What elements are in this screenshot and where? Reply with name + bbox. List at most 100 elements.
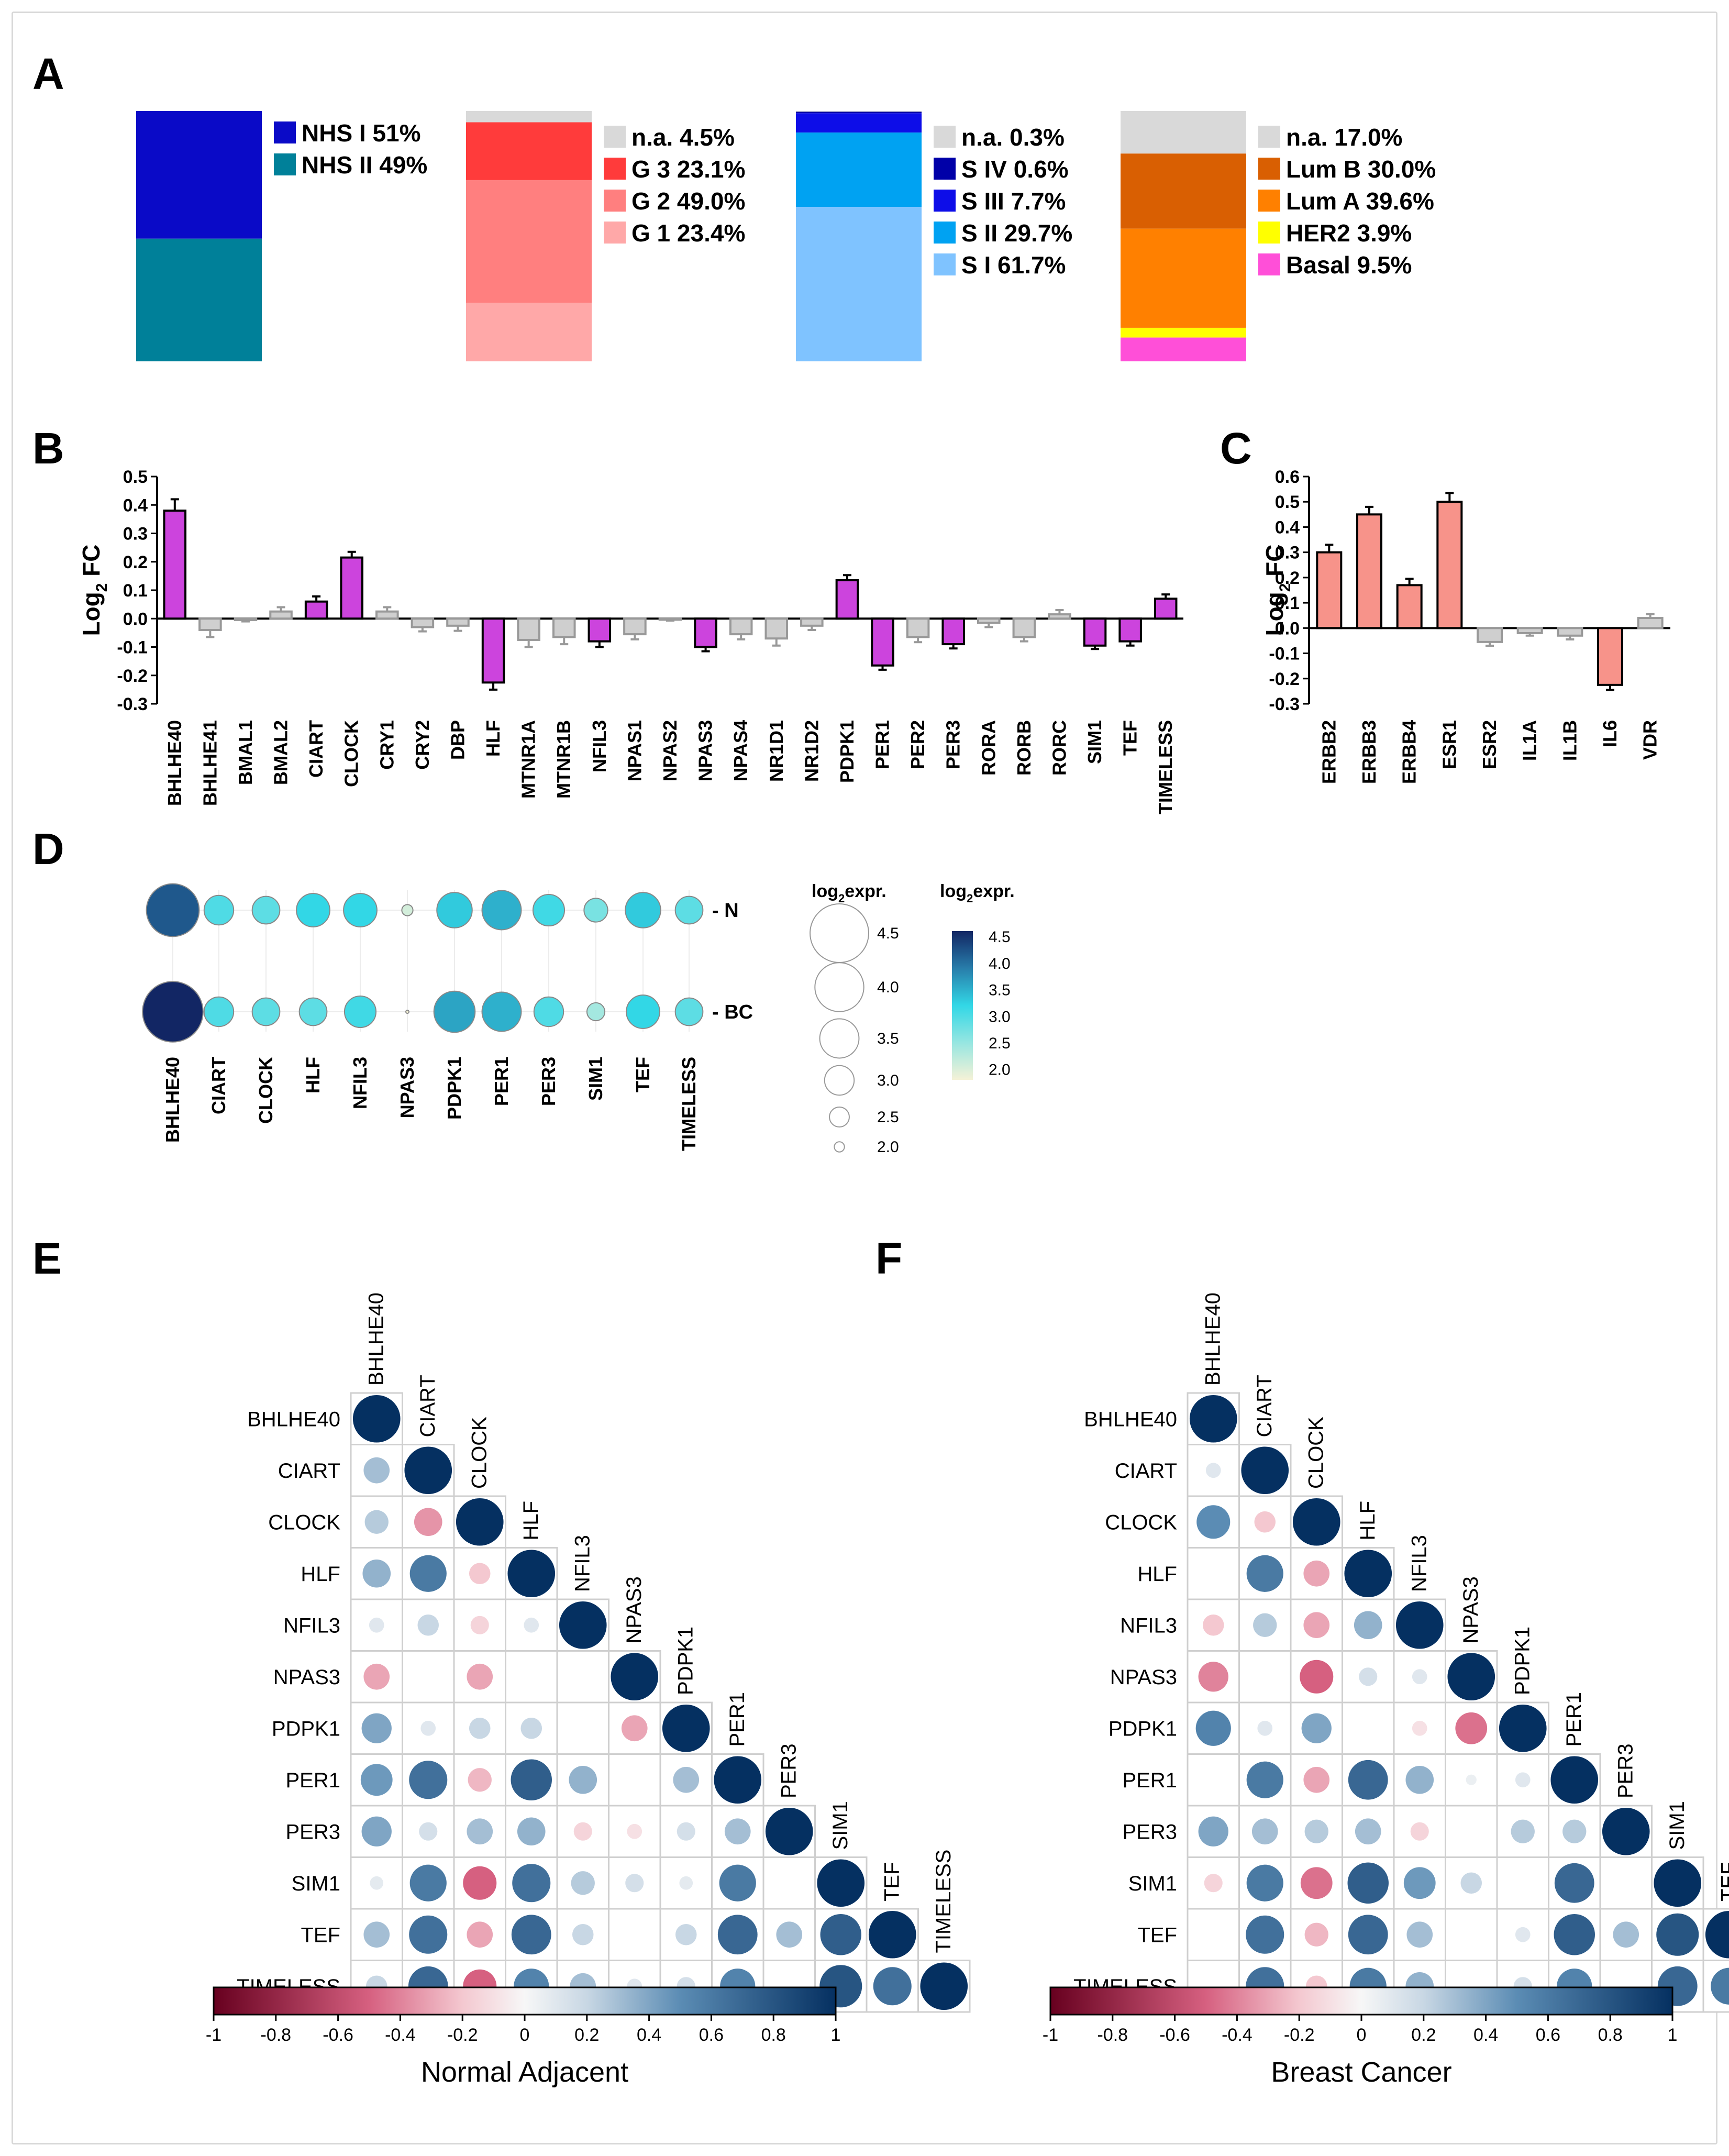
- color-legend-title-main: log: [940, 881, 967, 901]
- stack-segment: [796, 207, 922, 361]
- stack-segment: [796, 112, 922, 114]
- legend-label: S I 61.7%: [961, 251, 1066, 279]
- corr-circle: [719, 1864, 756, 1901]
- row-gene-label: TEF: [1137, 1923, 1177, 1947]
- bar: [1637, 617, 1664, 629]
- bar: [1083, 617, 1107, 647]
- row-gene-label: PER3: [1123, 1820, 1178, 1843]
- corr-circle: [611, 1653, 659, 1701]
- corr-circle: [677, 1822, 695, 1841]
- corr-circle: [920, 1962, 968, 2010]
- y-tick-label: 0.0: [123, 609, 148, 629]
- size-legend-circle: [824, 1065, 855, 1096]
- col-gene-label: SIM1: [1666, 1801, 1689, 1850]
- size-legend-label: 2.0: [877, 1138, 899, 1156]
- corr-circle: [524, 1617, 539, 1633]
- corr-circle: [1499, 1704, 1547, 1752]
- y-axis-title-sub: 2: [93, 583, 110, 592]
- dot: [481, 890, 522, 931]
- corr-circle: [1303, 1560, 1330, 1587]
- corr-cell: [556, 1701, 609, 1755]
- stack-segment: [466, 122, 592, 180]
- color-legend-label: 2.0: [989, 1062, 1011, 1079]
- corr-circle: [714, 1756, 762, 1804]
- legend-swatch: [1258, 222, 1280, 244]
- bar: [1477, 627, 1503, 643]
- corr-circle: [559, 1601, 607, 1649]
- corr-circle: [463, 1866, 497, 1900]
- color-legend-label: 2.5: [989, 1035, 1011, 1052]
- colorbar-tick-label: 0.6: [1536, 2025, 1560, 2045]
- corr-circle: [1246, 1555, 1283, 1592]
- row-label: - N: [712, 900, 739, 922]
- stack-segment: [1121, 228, 1246, 328]
- gene-label: BHLHE40: [162, 1057, 183, 1143]
- corr-grid: [350, 1392, 971, 2013]
- x-tick-label: NPAS2: [659, 720, 681, 781]
- corr-circle: [1195, 1710, 1231, 1746]
- x-tick-label: CLOCK: [341, 720, 362, 787]
- legend-label: G 3 23.1%: [631, 156, 745, 183]
- x-tick-label: IL6: [1599, 720, 1621, 747]
- corr-circle: [409, 1555, 447, 1592]
- corr-circle: [469, 1717, 491, 1739]
- dot: [674, 895, 704, 925]
- size-legend-circle: [829, 1107, 850, 1127]
- corr-circle: [868, 1910, 916, 1959]
- y-axis-title-main: Log: [77, 592, 105, 636]
- y-tick-label: -0.2: [1269, 669, 1300, 689]
- x-tick-label: BMAL1: [235, 720, 256, 785]
- x-tick-label: ESR2: [1479, 720, 1500, 769]
- x-tick-label: NPAS1: [624, 720, 645, 781]
- row-gene-label: CIART: [278, 1460, 340, 1483]
- corr-cell: [608, 1908, 661, 1961]
- legend-label: n.a. 0.3%: [961, 124, 1065, 151]
- row-gene-label: PDPK1: [1109, 1717, 1177, 1740]
- corr-circle: [1300, 1660, 1334, 1694]
- corr-cell: [1599, 1856, 1653, 1910]
- row-gene-label: NFIL3: [1120, 1614, 1177, 1637]
- legend-swatch: [604, 190, 626, 212]
- corr-circle: [627, 1823, 642, 1839]
- dot: [674, 997, 704, 1026]
- col-gene-label: NPAS3: [1459, 1576, 1482, 1643]
- color-legend-title-sub: 2: [967, 892, 973, 905]
- corr-circle: [1511, 1819, 1535, 1843]
- corr-circle: [1455, 1712, 1488, 1744]
- gene-label: CLOCK: [255, 1057, 276, 1124]
- corr-circle: [1344, 1550, 1392, 1598]
- corr-circle: [662, 1704, 710, 1752]
- x-tick-label: CRY2: [412, 720, 433, 770]
- heatmap-title: Breast Cancer: [1271, 2057, 1451, 2088]
- row-gene-label: PDPK1: [272, 1717, 340, 1740]
- y-tick-label: 0.6: [1275, 467, 1300, 487]
- corr-circle: [1554, 1863, 1594, 1903]
- stack-segment: [796, 132, 922, 207]
- corr-circle: [467, 1663, 493, 1690]
- x-tick-label: BHLHE40: [164, 720, 185, 806]
- x-tick-label: RORA: [978, 720, 999, 776]
- corr-circle: [1654, 1859, 1702, 1907]
- corr-circle: [467, 1921, 493, 1948]
- corr-grid: [1187, 1392, 1729, 2013]
- col-gene-label: PDPK1: [674, 1627, 697, 1695]
- color-legend-label: 3.5: [989, 982, 1011, 999]
- gene-label: NFIL3: [349, 1057, 371, 1109]
- colorbar-tick-label: 0.8: [1598, 2025, 1623, 2045]
- corr-circle: [873, 1967, 912, 2006]
- gene-label: NPAS3: [396, 1057, 418, 1118]
- legend-swatch: [1258, 158, 1280, 180]
- x-tick-label: NFIL3: [589, 720, 610, 772]
- dot: [401, 904, 414, 916]
- x-tick-label: NPAS4: [730, 720, 751, 781]
- corr-circle: [1292, 1498, 1340, 1546]
- corr-circle: [1303, 1612, 1330, 1639]
- bar: [729, 617, 753, 636]
- color-legend-title-tail: expr.: [973, 881, 1014, 901]
- dot: [203, 996, 235, 1027]
- corr-circle: [1202, 1614, 1224, 1636]
- bar: [446, 617, 470, 627]
- col-gene-label: NFIL3: [1407, 1535, 1431, 1592]
- dot: [625, 892, 661, 928]
- legend-swatch: [604, 222, 626, 244]
